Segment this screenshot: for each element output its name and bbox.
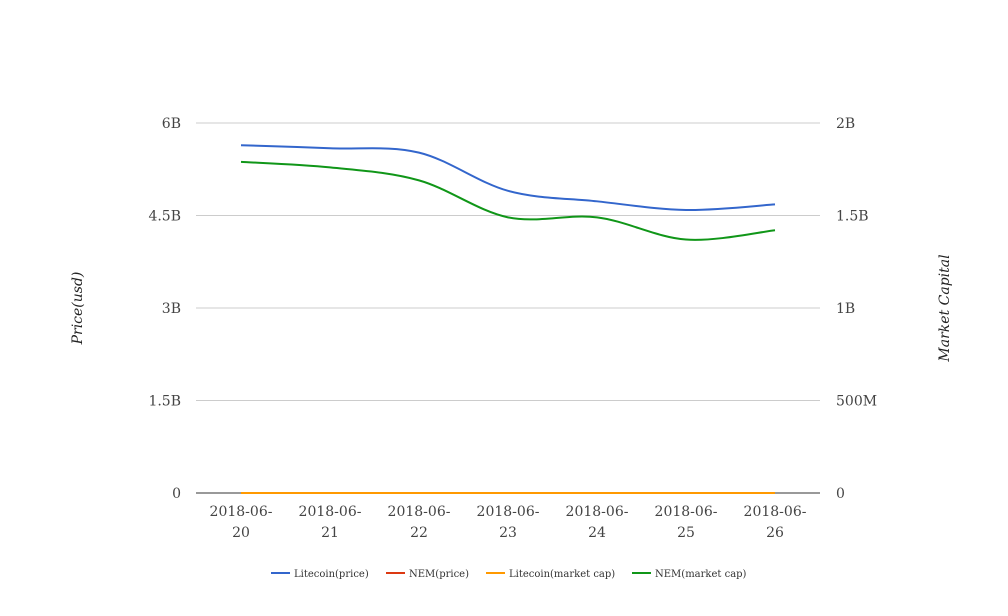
x-tick-label: 2018-06- 24 [566, 504, 629, 541]
x-tick-label-line: 26 [766, 525, 784, 541]
left-axis-title: Price(usd) [70, 272, 86, 346]
right-y-axis: 0 500M 1B 1.5B 2B [836, 116, 877, 502]
x-tick-label-line: 2018-06- [388, 504, 451, 520]
x-tick-label-line: 24 [588, 525, 606, 541]
left-y-axis: 0 1.5B 3B 4.5B 6B [148, 116, 181, 502]
left-tick-label: 6B [162, 116, 181, 132]
right-tick-label: 2B [836, 116, 855, 132]
left-tick-label: 0 [172, 486, 181, 502]
x-tick-label-line: 2018-06- [744, 504, 807, 520]
x-tick-label: 2018-06- 21 [299, 504, 362, 541]
right-tick-label: 500M [836, 394, 877, 410]
series-line-nem-market-cap [240, 160, 776, 241]
x-tick-label: 2018-06- 20 [210, 504, 273, 541]
x-tick-label-line: 2018-06- [566, 504, 629, 520]
x-axis: 2018-06- 20 2018-06- 21 2018-06- 22 2018-06- 23… [210, 504, 807, 541]
right-tick-label: 1.5B [836, 209, 869, 225]
series-lines [240, 144, 776, 495]
x-tick-label-line: 2018-06- [477, 504, 540, 520]
grid-lines [196, 122, 820, 401]
legend-label: Litecoin(market cap) [509, 569, 615, 580]
x-tick-label-line: 2018-06- [299, 504, 362, 520]
x-tick-label: 2018-06- 25 [655, 504, 718, 541]
x-tick-label-line: 2018-06- [655, 504, 718, 520]
x-tick-label-line: 20 [232, 525, 250, 541]
legend-label: NEM(market cap) [655, 569, 747, 580]
right-axis-title: Market Capital [937, 254, 953, 362]
x-tick-label-line: 23 [499, 525, 517, 541]
left-tick-label: 3B [162, 301, 181, 317]
legend-label: NEM(price) [409, 569, 469, 580]
right-tick-label: 1B [836, 301, 855, 317]
x-tick-label: 2018-06- 23 [477, 504, 540, 541]
legend-label: Litecoin(price) [294, 569, 369, 580]
x-tick-label-line: 22 [410, 525, 428, 541]
series-line-litecoin-price [240, 144, 776, 211]
x-tick-label: 2018-06- 26 [744, 504, 807, 541]
x-tick-label: 2018-06- 22 [388, 504, 451, 541]
x-tick-label-line: 21 [321, 525, 339, 541]
x-tick-label-line: 25 [677, 525, 695, 541]
right-tick-label: 0 [836, 486, 845, 502]
left-tick-label: 1.5B [148, 394, 181, 410]
legend: Litecoin(price) NEM(price) Litecoin(market… [271, 569, 747, 580]
x-tick-label-line: 2018-06- [210, 504, 273, 520]
left-tick-label: 4.5B [148, 209, 181, 225]
